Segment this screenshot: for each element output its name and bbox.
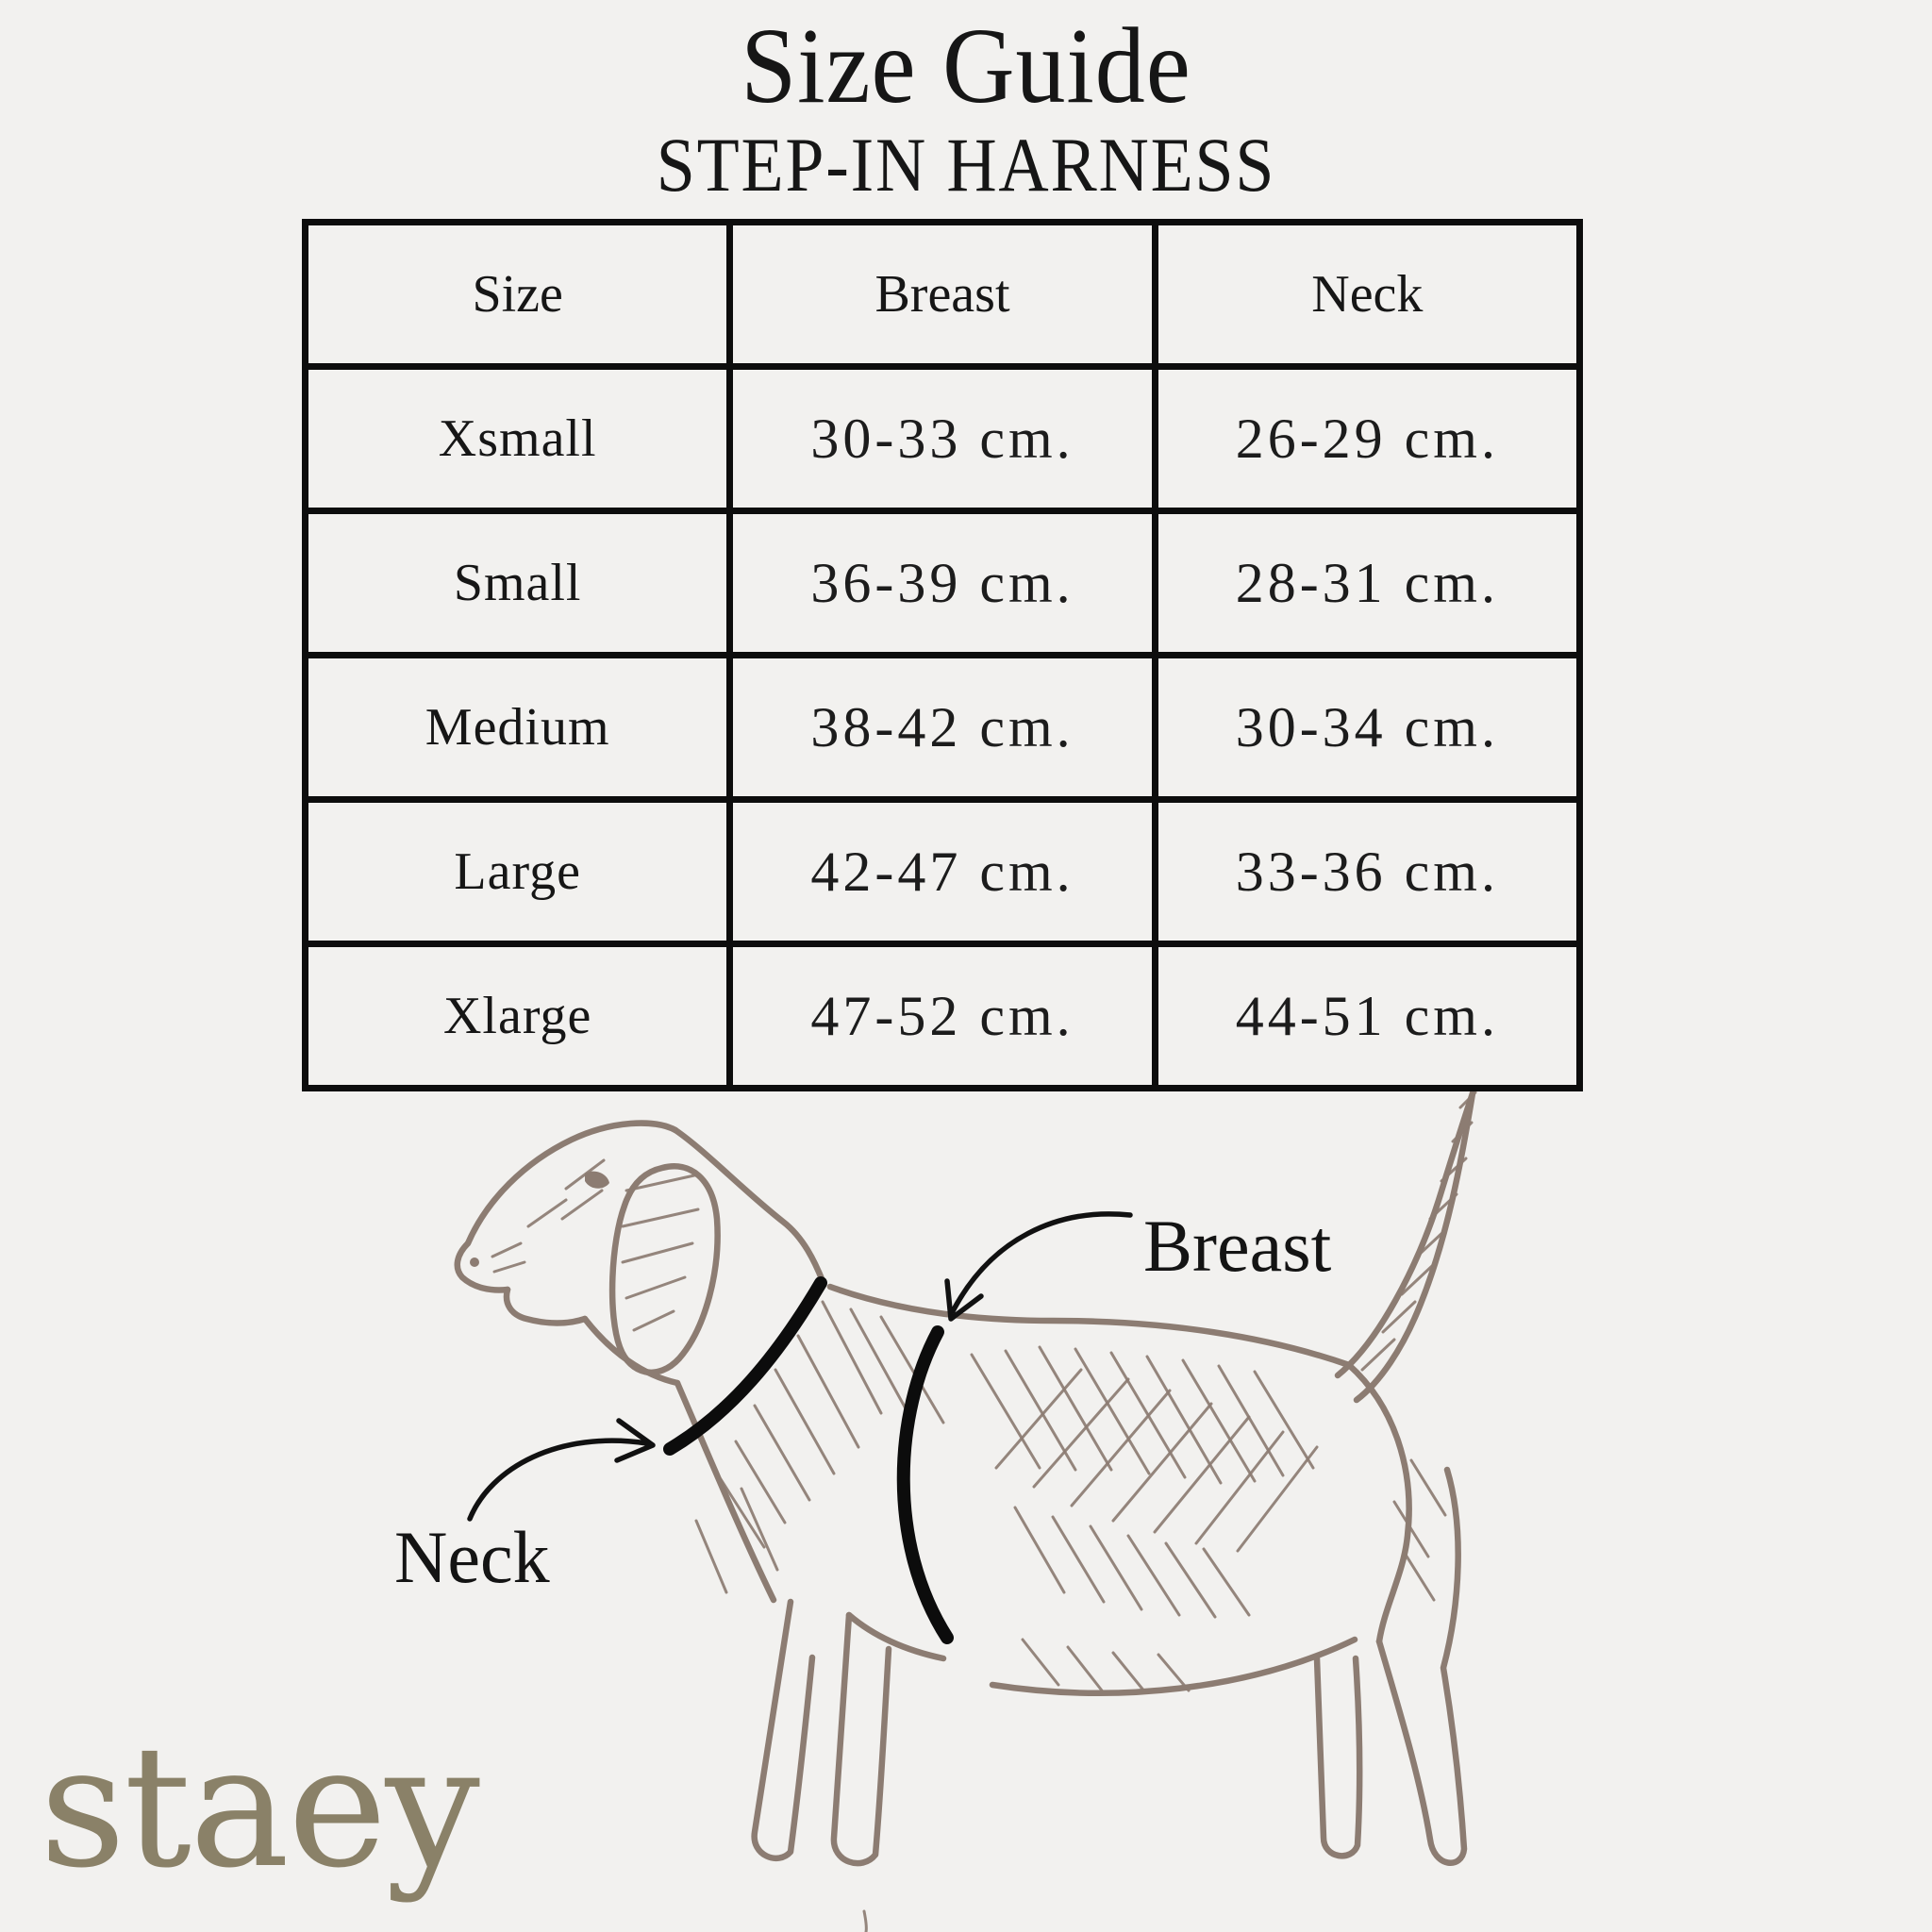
neck-cell: 26-29 cm. xyxy=(1151,363,1584,514)
breast-measurement-band xyxy=(896,1325,954,1644)
table-row: Xsmall 30-33 cm. 26-29 cm. xyxy=(301,363,1584,514)
breast-arrow-icon xyxy=(944,1211,1133,1322)
column-header-size: Size xyxy=(301,219,734,370)
size-cell: Xlarge xyxy=(301,941,734,1091)
brand-logo: staey xyxy=(40,1709,480,1905)
size-cell: Xsmall xyxy=(301,363,734,514)
neck-cell: 28-31 cm. xyxy=(1151,508,1584,658)
size-cell: Medium xyxy=(301,652,734,803)
neck-measurement-band xyxy=(663,1276,827,1456)
neck-cell: 33-36 cm. xyxy=(1151,796,1584,947)
breast-cell: 47-52 cm. xyxy=(726,941,1158,1091)
page-subtitle: STEP-IN HARNESS xyxy=(656,122,1276,208)
table-header-row: Size Breast Neck xyxy=(301,219,1584,370)
breast-cell: 38-42 cm. xyxy=(726,652,1158,803)
size-cell: Small xyxy=(301,508,734,658)
size-cell: Large xyxy=(301,796,734,947)
table-row: Medium 38-42 cm. 30-34 cm. xyxy=(301,652,1584,803)
table-row: Small 36-39 cm. 28-31 cm. xyxy=(301,508,1584,658)
breast-cell: 36-39 cm. xyxy=(726,508,1158,658)
dog-sketch xyxy=(454,1090,1477,1932)
table-row: Xlarge 47-52 cm. 44-51 cm. xyxy=(301,941,1584,1091)
column-header-neck: Neck xyxy=(1151,219,1584,370)
column-header-breast: Breast xyxy=(726,219,1158,370)
neck-label: Neck xyxy=(394,1516,550,1598)
table-row: Large 42-47 cm. 33-36 cm. xyxy=(301,796,1584,947)
breast-label: Breast xyxy=(1143,1205,1332,1287)
breast-cell: 42-47 cm. xyxy=(726,796,1158,947)
neck-arrow-icon xyxy=(467,1418,656,1522)
neck-cell: 44-51 cm. xyxy=(1151,941,1584,1091)
page-title: Size Guide xyxy=(741,6,1191,125)
breast-cell: 30-33 cm. xyxy=(726,363,1158,514)
neck-cell: 30-34 cm. xyxy=(1151,652,1584,803)
size-table: Size Breast Neck Xsmall 30-33 cm. 26-29 … xyxy=(301,219,1584,1091)
